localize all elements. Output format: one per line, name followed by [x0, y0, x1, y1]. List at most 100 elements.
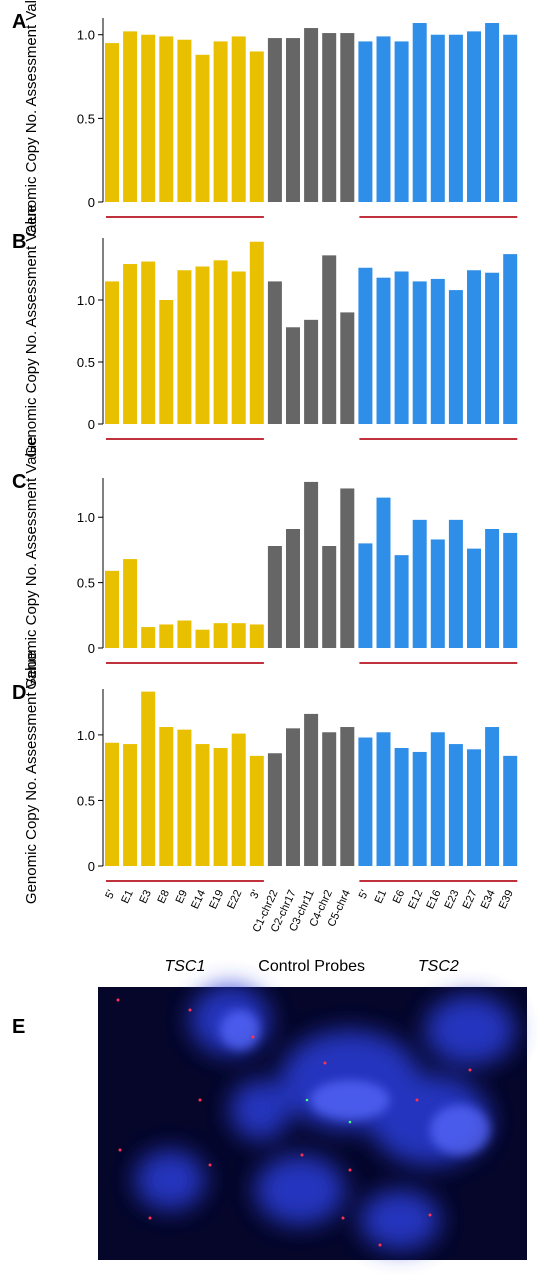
bar [249, 624, 264, 648]
y-axis-label: Genomic Copy No. Assessment Value [23, 651, 40, 904]
bar [231, 36, 246, 203]
bar [304, 319, 319, 424]
group-label: TSC1 [164, 958, 205, 975]
bar [467, 270, 481, 424]
bar [141, 691, 156, 866]
bar [159, 36, 174, 203]
bar [177, 620, 192, 648]
bar [141, 261, 156, 424]
bar [358, 41, 373, 202]
panel-label: E [12, 1016, 25, 1038]
x-tick-label: E14 [189, 888, 208, 911]
bar [267, 753, 282, 866]
bar [485, 529, 500, 648]
bar [177, 39, 192, 202]
x-tick-label: E1 [119, 888, 136, 905]
bar [286, 327, 300, 424]
bar [123, 559, 138, 648]
bar [430, 278, 445, 424]
bar [412, 519, 427, 648]
group-label: Control Probes [258, 958, 365, 975]
bar [304, 713, 319, 866]
bar [267, 281, 282, 424]
bar [485, 272, 500, 424]
fluorescence-image [98, 985, 527, 1260]
bar [358, 267, 373, 424]
bar [503, 755, 518, 866]
y-tick-label: 1.0 [77, 728, 95, 743]
bar [322, 546, 337, 648]
bar [485, 23, 500, 202]
panel-label: C [12, 471, 26, 493]
bar [177, 270, 192, 424]
y-tick-label: 0.5 [77, 355, 95, 370]
bar [105, 43, 119, 202]
bar [123, 264, 138, 424]
bar [376, 36, 391, 203]
bar [412, 23, 427, 202]
bar [195, 744, 210, 866]
y-tick-label: 1.0 [77, 28, 95, 43]
bar [195, 54, 210, 202]
panel-label: D [12, 682, 26, 704]
x-tick-label: E12 [406, 888, 425, 911]
bar [412, 751, 427, 866]
bar [322, 33, 337, 202]
y-tick-label: 0.5 [77, 111, 95, 126]
bar [159, 727, 174, 866]
x-tick-label: 5' [103, 888, 117, 901]
bar [123, 31, 138, 202]
x-tick-label: E6 [391, 888, 408, 905]
bar [213, 260, 228, 424]
bar [412, 281, 427, 424]
x-tick-label: E19 [207, 888, 226, 911]
x-tick-label: E27 [461, 888, 480, 911]
panel-label: A [12, 11, 26, 33]
x-tick-label: E39 [497, 888, 516, 911]
bar [322, 732, 337, 866]
bar [503, 532, 518, 648]
bar [249, 241, 264, 424]
bar [177, 729, 192, 866]
x-tick-label: E34 [479, 888, 498, 911]
bar [340, 488, 355, 648]
bar [503, 254, 518, 424]
y-axis-label: Genomic Copy No. Assessment Value [23, 436, 40, 689]
x-tick-label: 5' [357, 888, 371, 901]
x-tick-label: E22 [225, 888, 244, 911]
bar [213, 623, 228, 648]
x-tick-label: E1 [373, 888, 390, 905]
bar [267, 546, 282, 648]
y-tick-label: 1.0 [77, 510, 95, 525]
group-label: TSC2 [418, 958, 459, 975]
y-tick-label: 0 [88, 417, 95, 432]
y-tick-label: 0 [88, 641, 95, 656]
bar [213, 748, 228, 866]
bar [430, 732, 445, 866]
bar [159, 624, 174, 648]
bar [430, 539, 445, 648]
bar [376, 497, 391, 648]
y-axis-label: Genomic Copy No. Assessment Value [23, 0, 40, 237]
bar [322, 255, 337, 424]
bar [340, 312, 355, 424]
bar [467, 548, 481, 648]
bar [123, 744, 138, 866]
bar [286, 38, 300, 203]
x-tick-label: E9 [174, 888, 191, 905]
x-tick-label: E3 [137, 888, 154, 905]
bar [195, 629, 210, 648]
x-tick-label: E8 [155, 888, 172, 905]
bar [376, 732, 391, 866]
bar [358, 737, 373, 866]
bar [249, 51, 264, 202]
bar [448, 34, 463, 203]
y-axis-label: Genomic Copy No. Assessment Value [23, 204, 40, 457]
bar [467, 31, 481, 202]
bar [141, 34, 156, 203]
y-tick-label: 0.5 [77, 793, 95, 808]
bar [105, 570, 119, 648]
bar [213, 41, 228, 202]
